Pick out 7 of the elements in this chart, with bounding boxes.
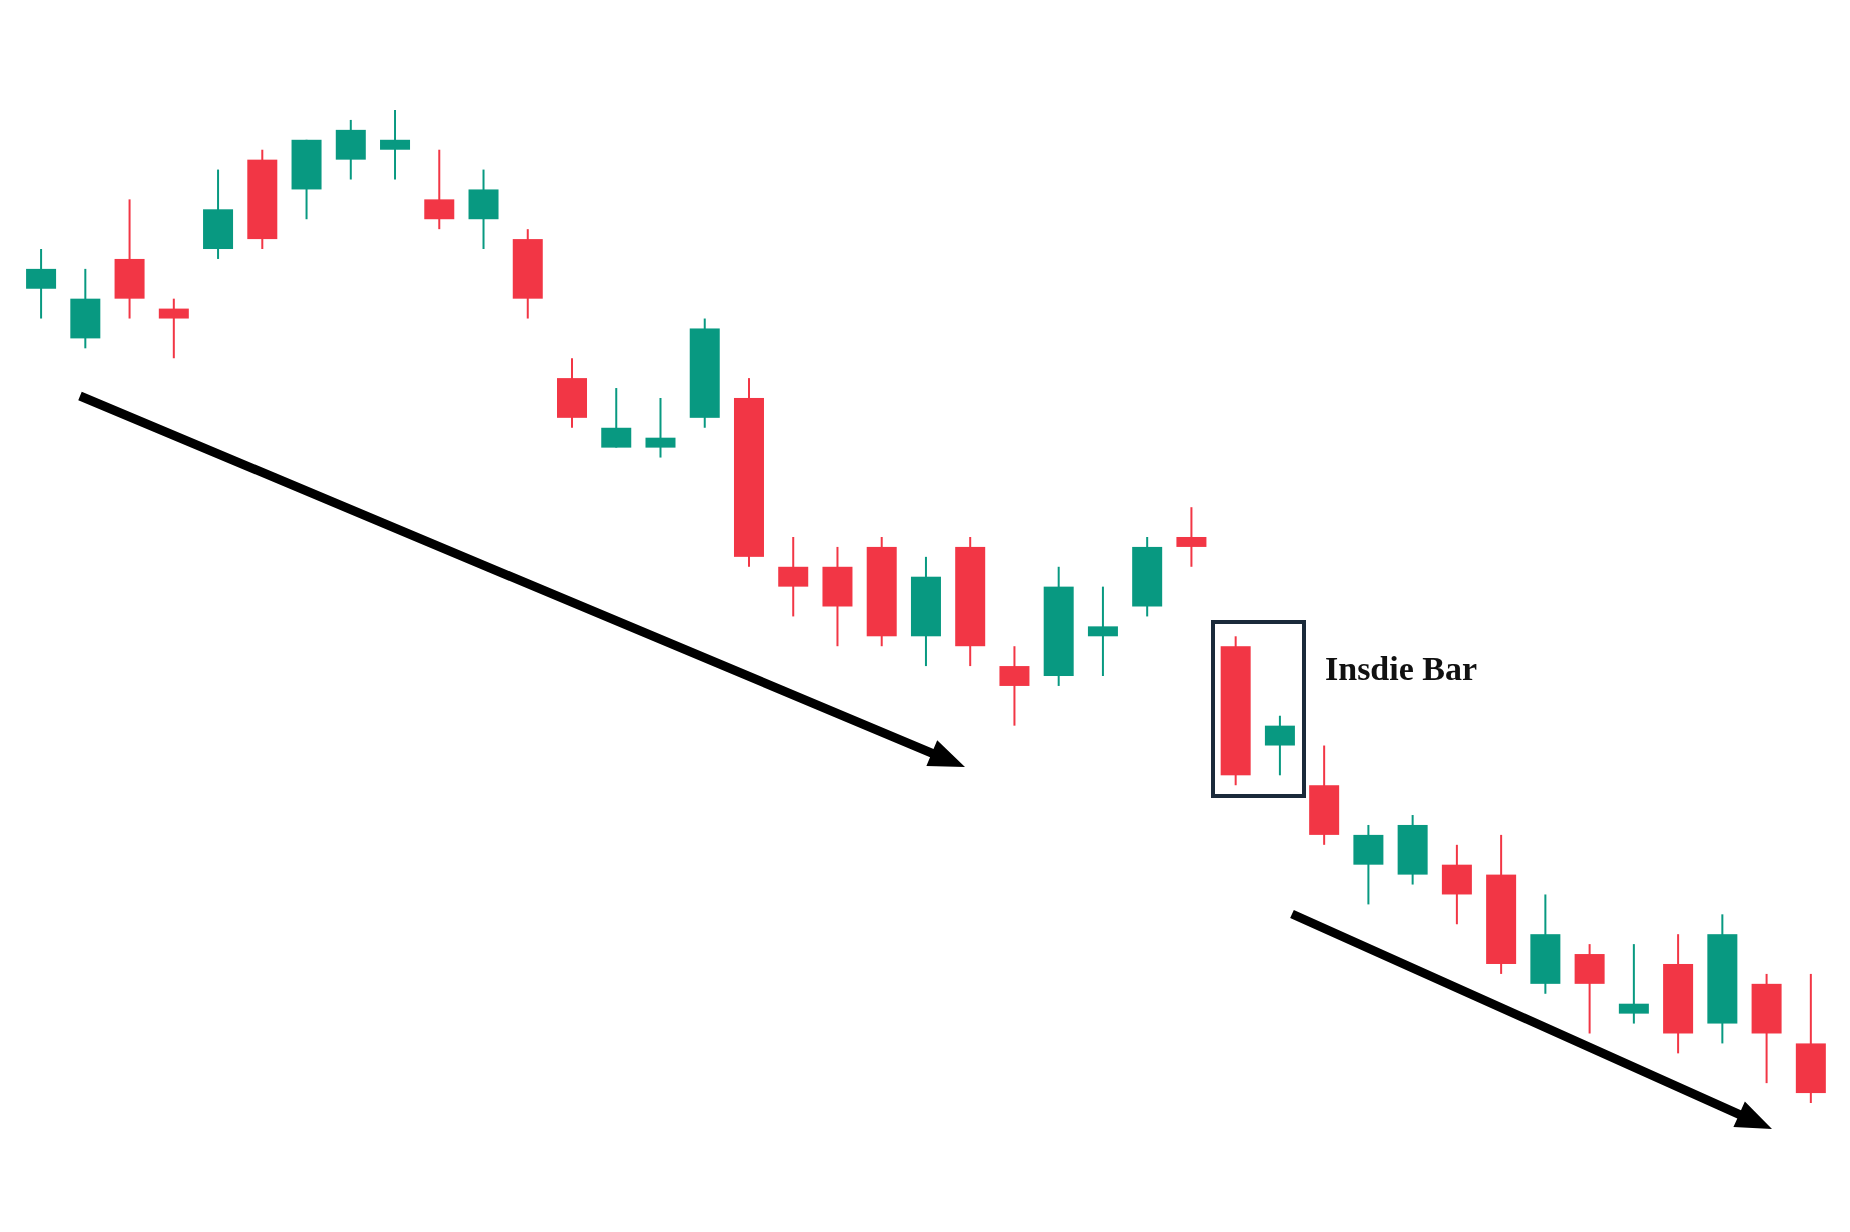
- candlestick: [380, 110, 411, 181]
- candlestick: [1087, 585, 1118, 678]
- candlestick: [645, 396, 676, 459]
- annotation: Insdie Bar: [1325, 650, 1478, 687]
- candlestick: [1618, 943, 1649, 1025]
- candlestick: [1176, 506, 1207, 568]
- candlestick: [158, 297, 189, 360]
